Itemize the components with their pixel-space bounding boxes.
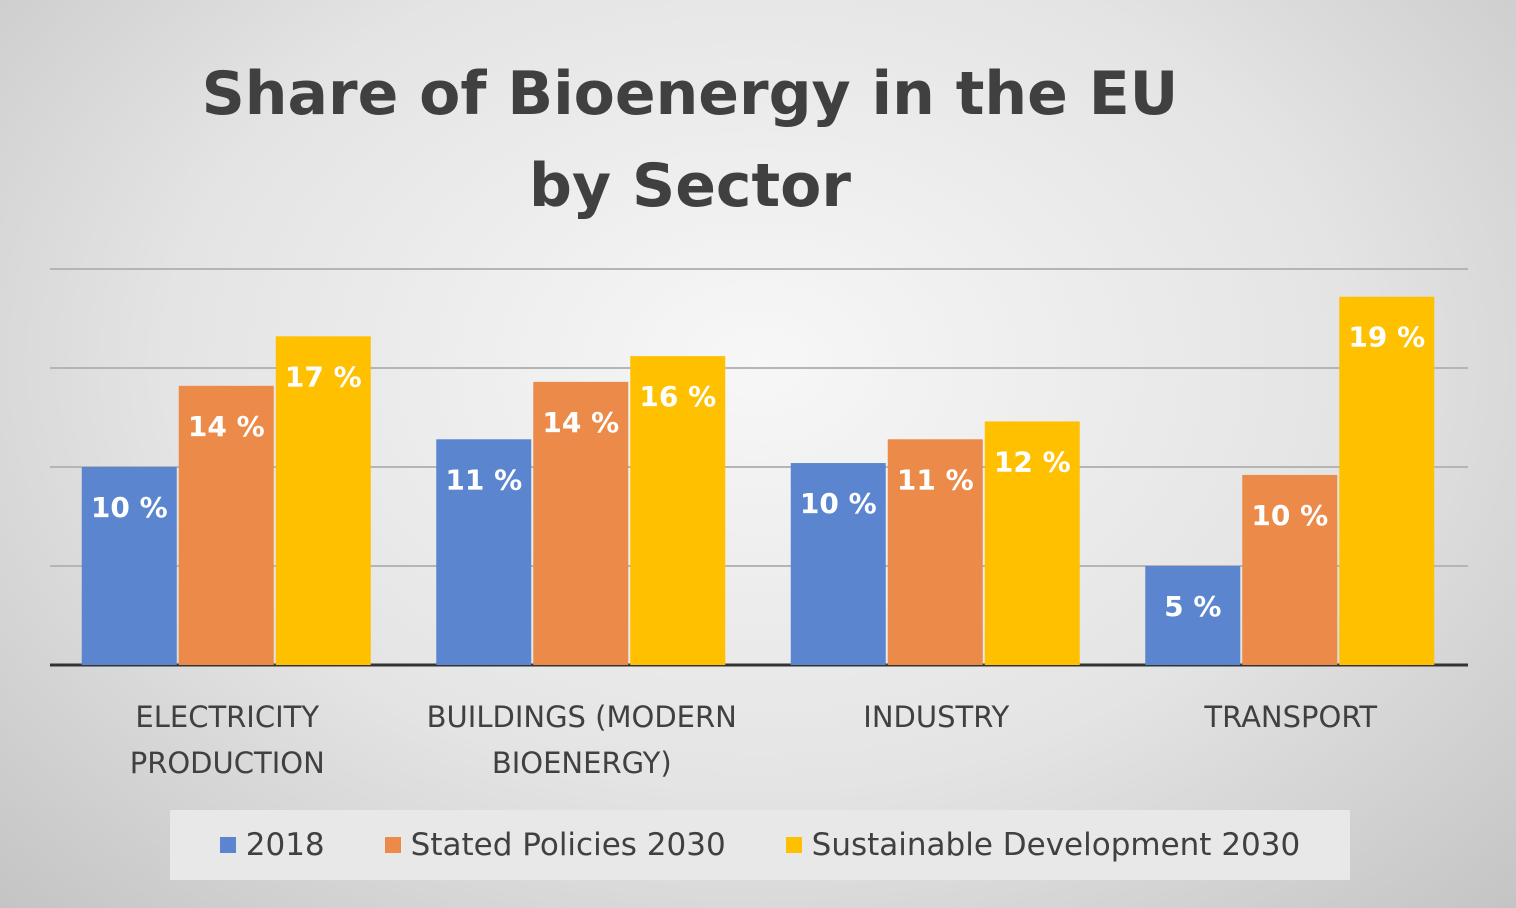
legend-item: 2018 — [219, 827, 325, 863]
bar — [275, 336, 371, 665]
legend-item: Stated Policies 2030 — [384, 827, 726, 863]
bar — [533, 381, 629, 665]
legend-swatch — [384, 837, 401, 853]
bar — [436, 439, 532, 665]
data-label: 5 % — [1164, 590, 1221, 623]
data-label: 10 % — [800, 487, 877, 520]
data-label: 11 % — [445, 463, 522, 496]
bar — [984, 421, 1080, 665]
x-tick-label: INDUSTRY — [863, 700, 1010, 734]
data-label: 14 % — [188, 410, 265, 443]
data-label: 12 % — [994, 445, 1071, 478]
bar — [790, 463, 886, 665]
data-label: 19 % — [1348, 321, 1425, 354]
legend-swatch — [219, 837, 236, 853]
bar — [1242, 474, 1338, 665]
legend-label: 2018 — [245, 827, 325, 863]
bar — [1145, 566, 1241, 665]
chart-title: Share of Bioenergy in the EU by Sector — [201, 59, 1179, 221]
data-label: 11 % — [897, 463, 974, 496]
legend: 2018 Stated Policies 2030 Sustainable Deve… — [170, 810, 1350, 880]
legend-swatch — [785, 837, 802, 853]
legend-label: Sustainable Development 2030 — [811, 827, 1301, 863]
data-label: 16 % — [639, 380, 716, 413]
bar — [81, 467, 177, 665]
legend-label: Stated Policies 2030 — [410, 827, 726, 863]
x-tick-label: ELECTRICITY PRODUCTION — [129, 700, 325, 780]
bar — [630, 356, 726, 665]
bar — [178, 385, 274, 665]
data-label: 10 % — [1251, 499, 1328, 532]
bar — [1339, 296, 1435, 665]
x-tick-label: TRANSPORT — [1204, 700, 1378, 734]
data-label: 17 % — [285, 360, 362, 393]
data-label: 14 % — [542, 406, 619, 439]
data-label: 10 % — [91, 491, 168, 524]
legend-item: Sustainable Development 2030 — [785, 827, 1301, 863]
bar — [887, 439, 983, 665]
x-tick-label: BUILDINGS (MODERN BIOENERGY) — [426, 700, 737, 780]
